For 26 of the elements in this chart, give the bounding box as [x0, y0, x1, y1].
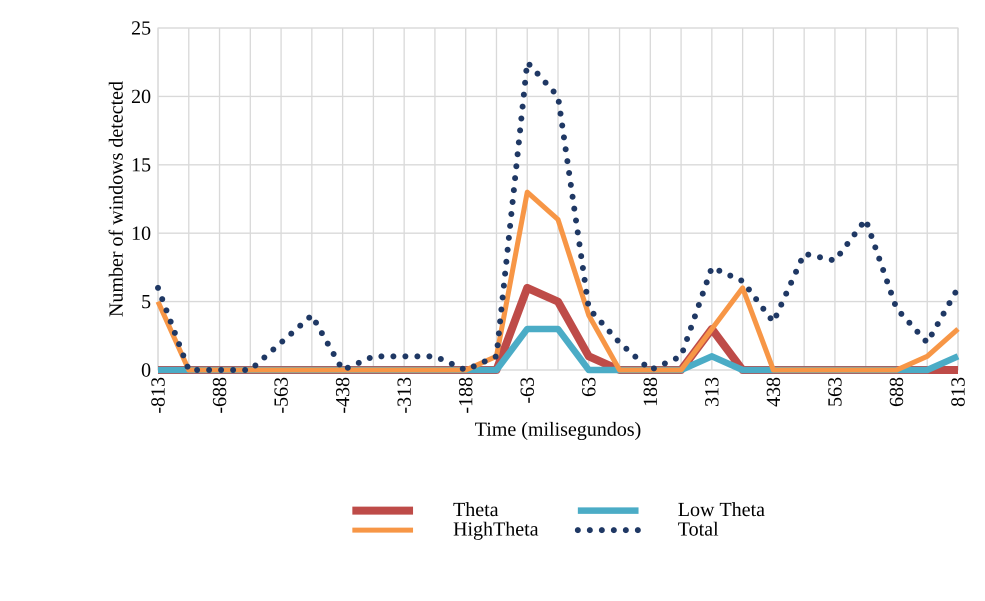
x-axis-title: Time (milisegundos): [475, 422, 640, 440]
x-tick-label: 313: [705, 378, 719, 406]
x-tick-label: 188: [644, 378, 658, 406]
legend-label: Total: [678, 522, 718, 536]
legend-label: HighTheta: [454, 522, 538, 540]
y-tick-label: 20: [132, 90, 150, 104]
y-tick-label: 25: [132, 21, 150, 35]
x-tick-label: 63: [582, 378, 596, 396]
y-tick-label: 15: [132, 158, 150, 172]
legend-label: Theta: [453, 502, 498, 516]
x-tick-label: -438: [336, 378, 350, 413]
x-tick-label: -688: [212, 378, 226, 413]
y-tick-label: 0: [142, 363, 150, 377]
x-tick-label: -63: [520, 378, 534, 403]
x-tick-label: -813: [151, 378, 165, 413]
y-axis-title: Number of windows detected: [108, 81, 123, 316]
x-tick-label: 563: [828, 378, 842, 406]
legend-label: Low Theta: [678, 502, 765, 516]
x-tick-label: -188: [458, 378, 472, 413]
x-tick-label: -563: [274, 378, 288, 413]
x-tick-label: -313: [397, 378, 411, 413]
x-tick-label: 438: [766, 378, 780, 407]
x-tick-label: 688: [890, 378, 904, 406]
y-tick-label: 5: [142, 294, 150, 308]
y-tick-label: 10: [132, 226, 150, 240]
x-tick-label: 813: [951, 378, 965, 406]
